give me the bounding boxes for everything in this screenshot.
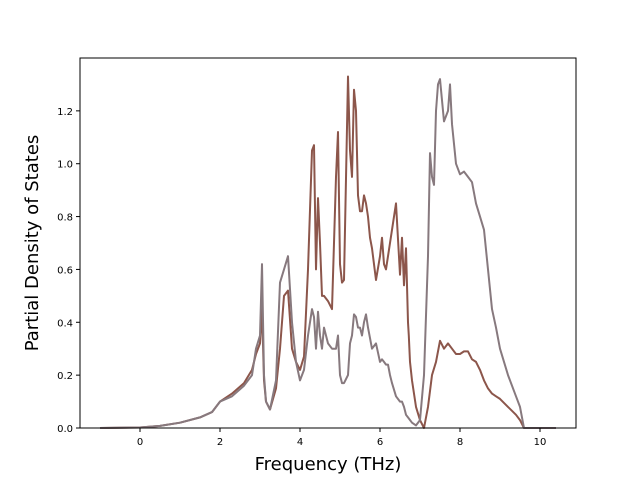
x-tick-label: 8 [457,437,463,448]
series-layer [99,75,556,429]
series-line-1 [99,75,556,429]
y-tick-label: 1.0 [57,160,73,171]
y-ticks: 0.0 0.2 0.4 0.6 0.8 1.0 1.2 [57,107,80,435]
y-tick-label: 0.8 [57,213,73,224]
x-axis-label: Frequency (THz) [255,454,402,475]
x-ticks: 0 2 4 6 8 10 [137,428,547,448]
x-tick-label: 0 [137,437,143,448]
y-tick-label: 0.4 [57,318,73,329]
x-tick-label: 4 [297,437,303,448]
y-tick-label: 1.2 [57,107,73,118]
y-tick-label: 0.0 [57,424,73,435]
plot-area [80,58,576,428]
y-axis-label: Partial Density of States [22,135,43,352]
x-tick-label: 10 [534,437,547,448]
x-tick-label: 2 [217,437,223,448]
y-tick-label: 0.6 [57,265,73,276]
series-line-2 [99,78,556,429]
axes-frame [79,57,577,429]
x-tick-label: 6 [377,437,383,448]
y-tick-label: 0.2 [57,371,73,382]
